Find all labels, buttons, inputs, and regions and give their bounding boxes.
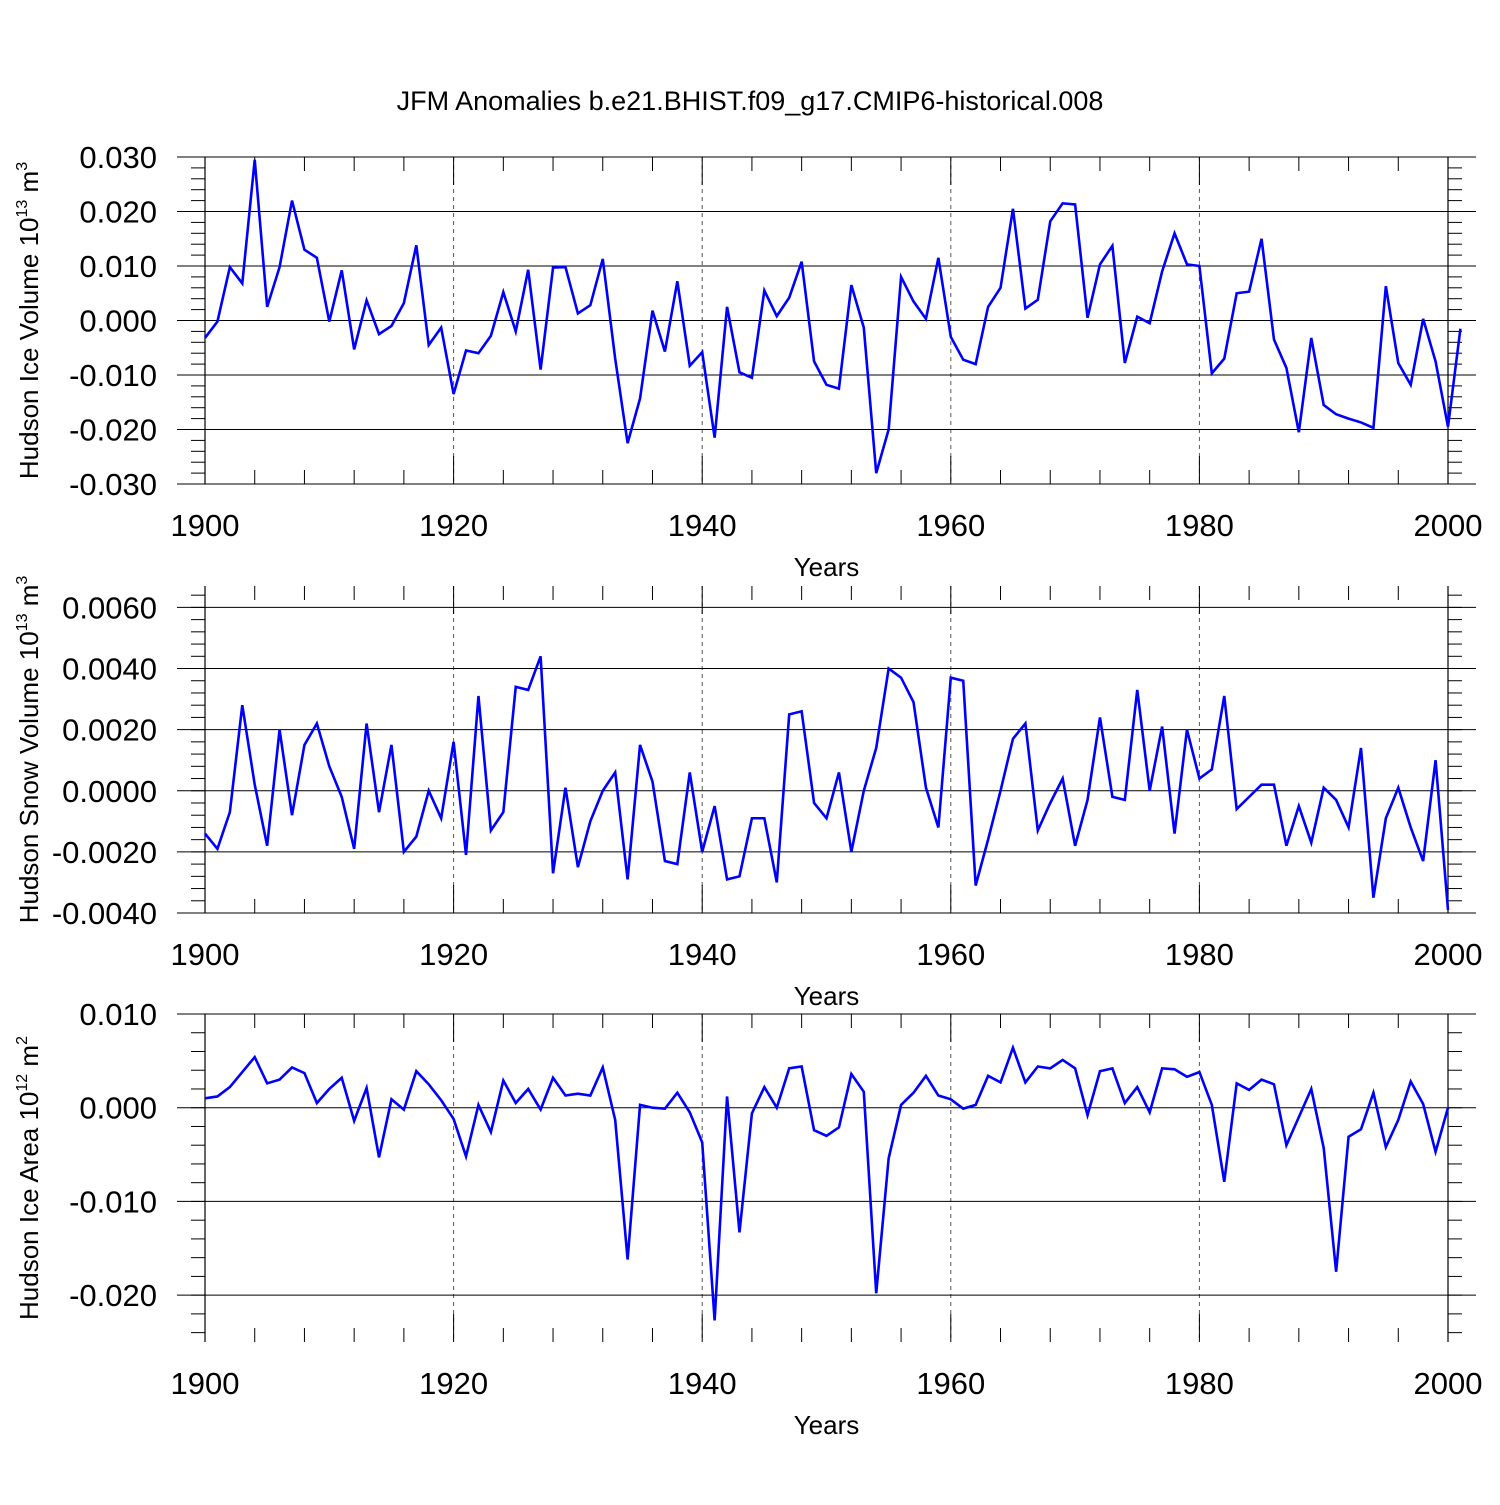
y-tick-label: 0.0000 — [62, 774, 157, 809]
y-tick-label: 0.010 — [79, 997, 157, 1032]
y-tick-label: 0.0060 — [62, 590, 157, 625]
x-tick-label: 1980 — [1165, 937, 1234, 972]
x-tick-label: 1920 — [419, 1366, 488, 1401]
x-tick-label: 2000 — [1414, 1366, 1483, 1401]
panel-2: 1900 1920 1940 1960 1980 2000 -0.0040 -0.0020 0.… — [14, 576, 1482, 1011]
x-tick-label: 1900 — [171, 508, 240, 543]
y-axis-label: Hudson Ice Volume 1013 m3 — [14, 162, 44, 479]
y-axis-label-unit: m — [14, 171, 44, 200]
y-tick-label: -0.020 — [69, 1278, 157, 1313]
x-tick-label: 2000 — [1414, 937, 1483, 972]
y-axis-label: Hudson Ice Area 1012 m2 — [14, 1036, 44, 1320]
y-tick-label: -0.0040 — [52, 896, 157, 931]
y-axis-label-unit: m — [14, 1045, 44, 1074]
y-axis-label-unit-exponent: 3 — [14, 576, 31, 585]
x-axis-label: Years — [794, 981, 860, 1011]
y-tick-label: 0.0040 — [62, 652, 157, 687]
y-tick-label: -0.010 — [69, 1184, 157, 1219]
x-axis-label: Years — [794, 1410, 860, 1440]
y-axis-label-text: Hudson Snow Volume 10 — [14, 631, 44, 923]
x-tick-label: 1900 — [171, 1366, 240, 1401]
y-tick-label: -0.030 — [69, 467, 157, 502]
y-axis-label-unit-exponent: 3 — [14, 162, 31, 171]
x-tick-label: 1900 — [171, 937, 240, 972]
y-tick-label: 0.010 — [79, 249, 157, 284]
x-tick-label: 1940 — [668, 1366, 737, 1401]
y-axis-label: Hudson Snow Volume 1013 m3 — [14, 576, 44, 924]
x-tick-label: 1920 — [419, 937, 488, 972]
series-line — [205, 656, 1448, 910]
y-tick-label: 0.000 — [79, 304, 157, 339]
y-axis-label-exponent: 13 — [14, 613, 31, 631]
y-axis-label-exponent: 12 — [14, 1074, 31, 1092]
y-axis-label-unit: m — [14, 585, 44, 614]
x-tick-label: 1960 — [916, 508, 985, 543]
y-tick-label: 0.0020 — [62, 713, 157, 748]
series-line — [205, 1048, 1448, 1321]
x-tick-label: 1940 — [668, 508, 737, 543]
y-tick-label: 0.030 — [79, 140, 157, 175]
y-tick-label: -0.010 — [69, 358, 157, 393]
panel-1: 1900 1920 1940 1960 1980 2000 -0.030 -0.020 -0.0… — [14, 140, 1482, 582]
y-tick-label: 0.020 — [79, 195, 157, 230]
y-axis-label-text: Hudson Ice Area 10 — [14, 1092, 44, 1320]
panel-3: 1900 1920 1940 1960 1980 2000 -0.020 -0.010 0.00… — [14, 997, 1482, 1440]
x-tick-label: 1960 — [916, 1366, 985, 1401]
x-tick-label: 1920 — [419, 508, 488, 543]
y-axis-label-exponent: 13 — [14, 200, 31, 218]
x-tick-label: 2000 — [1414, 508, 1483, 543]
x-tick-label: 1960 — [916, 937, 985, 972]
x-tick-label: 1940 — [668, 937, 737, 972]
y-tick-label: -0.0020 — [52, 835, 157, 870]
y-tick-label: 0.000 — [79, 1091, 157, 1126]
figure-title: JFM Anomalies b.e21.BHIST.f09_g17.CMIP6-… — [397, 86, 1104, 116]
x-axis-label: Years — [794, 552, 860, 582]
y-tick-label: -0.020 — [69, 413, 157, 448]
series-line — [205, 160, 1460, 473]
y-axis-label-text: Hudson Ice Volume 10 — [14, 217, 44, 479]
x-tick-label: 1980 — [1165, 1366, 1234, 1401]
y-axis-label-unit-exponent: 2 — [14, 1036, 31, 1045]
x-tick-label: 1980 — [1165, 508, 1234, 543]
